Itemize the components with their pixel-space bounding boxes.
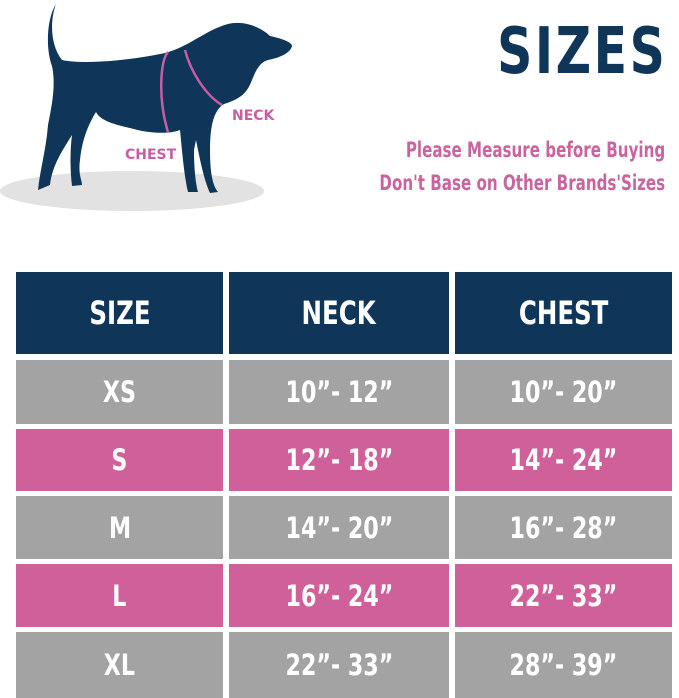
cell-text: M bbox=[108, 510, 131, 545]
chest-strap-icon bbox=[160, 51, 170, 133]
dog-silhouette-icon bbox=[38, 4, 292, 193]
cell-chest: 28”- 39” bbox=[455, 632, 672, 698]
cell-size: L bbox=[16, 564, 223, 627]
measure-note: Please Measure before Buying bbox=[405, 138, 665, 162]
cell-text: XL bbox=[103, 648, 136, 682]
cell-neck: 12”- 18” bbox=[229, 429, 449, 491]
cell-text: 14”- 20” bbox=[285, 510, 393, 545]
cell-neck: 22”- 33” bbox=[229, 632, 449, 698]
cell-text: 14”- 24” bbox=[509, 443, 618, 477]
cell-text: SIZE bbox=[88, 294, 151, 332]
cell-text: XS bbox=[102, 375, 137, 409]
cell-size: M bbox=[16, 496, 223, 559]
cell-chest: 14”- 24” bbox=[455, 429, 672, 491]
cell-text: 22”- 33” bbox=[509, 578, 618, 613]
cell-text: 12”- 18” bbox=[285, 443, 393, 477]
cell-text: 16”- 28” bbox=[509, 510, 618, 545]
neck-label: NECK bbox=[232, 108, 276, 124]
cell-neck: 10”- 12” bbox=[229, 360, 449, 424]
cell-size: S bbox=[16, 429, 223, 491]
brand-note: Don't Base on Other Brands'Sizes bbox=[379, 171, 665, 195]
cell-text: 16”- 24” bbox=[285, 578, 393, 613]
cell-text: S bbox=[111, 443, 128, 477]
cell-text: CHEST bbox=[518, 294, 609, 332]
cell-text: 28”- 39” bbox=[509, 648, 618, 682]
cell-text: NECK bbox=[301, 294, 377, 332]
dog-illustration: NECK CHEST bbox=[0, 4, 292, 211]
shadow bbox=[0, 171, 264, 211]
neck-strap-icon bbox=[183, 49, 223, 107]
cell-size: XL bbox=[16, 632, 223, 698]
chest-label: CHEST bbox=[125, 147, 177, 163]
cell-chest: 10”- 20” bbox=[455, 360, 672, 424]
cell-text: L bbox=[112, 578, 127, 613]
header-neck: NECK bbox=[229, 272, 449, 354]
header-size: SIZE bbox=[16, 272, 223, 354]
cell-neck: 16”- 24” bbox=[229, 564, 449, 627]
header-chest: CHEST bbox=[455, 272, 672, 354]
cell-text: 10”- 20” bbox=[509, 375, 618, 409]
cell-text: 10”- 12” bbox=[285, 375, 393, 409]
cell-chest: 16”- 28” bbox=[455, 496, 672, 559]
cell-chest: 22”- 33” bbox=[455, 564, 672, 627]
cell-size: XS bbox=[16, 360, 223, 424]
cell-text: 22”- 33” bbox=[285, 648, 393, 682]
page-title: SIZES bbox=[496, 15, 667, 89]
cell-neck: 14”- 20” bbox=[229, 496, 449, 559]
